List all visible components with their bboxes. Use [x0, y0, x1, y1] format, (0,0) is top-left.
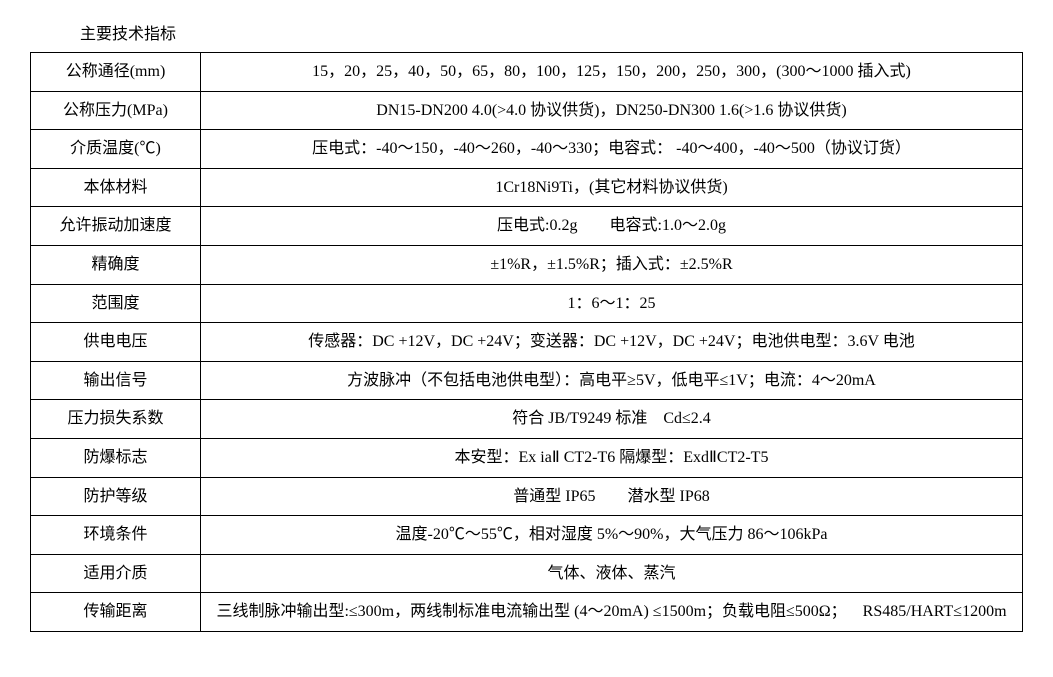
spec-value: 普通型 IP65 潜水型 IP68	[201, 477, 1023, 516]
spec-label: 供电电压	[31, 323, 201, 362]
spec-value: 传感器：DC +12V，DC +24V；变送器：DC +12V，DC +24V；…	[201, 323, 1023, 362]
spec-label: 防爆标志	[31, 438, 201, 477]
table-row: 压力损失系数 符合 JB/T9249 标准 Cd≤2.4	[31, 400, 1023, 439]
spec-label: 精确度	[31, 245, 201, 284]
spec-label: 允许振动加速度	[31, 207, 201, 246]
spec-value: 方波脉冲（不包括电池供电型）：高电平≥5V，低电平≤1V；电流：4～20mA	[201, 361, 1023, 400]
spec-label: 范围度	[31, 284, 201, 323]
spec-label: 公称通径(mm)	[31, 53, 201, 92]
spec-label: 本体材料	[31, 168, 201, 207]
spec-value: 15，20，25，40，50，65，80，100，125，150，200，250…	[201, 53, 1023, 92]
spec-label: 适用介质	[31, 554, 201, 593]
table-row: 传输距离 三线制脉冲输出型:≤300m，两线制标准电流输出型 (4～20mA) …	[31, 593, 1023, 632]
spec-value: DN15-DN200 4.0(>4.0 协议供货)，DN250-DN300 1.…	[201, 91, 1023, 130]
spec-label: 环境条件	[31, 516, 201, 555]
spec-value: 1Cr18Ni9Ti，(其它材料协议供货)	[201, 168, 1023, 207]
table-row: 输出信号 方波脉冲（不包括电池供电型）：高电平≥5V，低电平≤1V；电流：4～2…	[31, 361, 1023, 400]
spec-label: 公称压力(MPa)	[31, 91, 201, 130]
spec-value: ±1%R，±1.5%R；插入式：±2.5%R	[201, 245, 1023, 284]
table-row: 适用介质 气体、液体、蒸汽	[31, 554, 1023, 593]
spec-value: 压电式:0.2g 电容式:1.0～2.0g	[201, 207, 1023, 246]
spec-value: 气体、液体、蒸汽	[201, 554, 1023, 593]
table-row: 范围度 1：6～1：25	[31, 284, 1023, 323]
table-row: 供电电压 传感器：DC +12V，DC +24V；变送器：DC +12V，DC …	[31, 323, 1023, 362]
table-row: 防爆标志 本安型：Ex iaⅡ CT2-T6 隔爆型：ExdⅡCT2-T5	[31, 438, 1023, 477]
table-row: 本体材料 1Cr18Ni9Ti，(其它材料协议供货)	[31, 168, 1023, 207]
table-row: 环境条件 温度-20℃～55℃，相对湿度 5%～90%，大气压力 86～106k…	[31, 516, 1023, 555]
spec-value: 本安型：Ex iaⅡ CT2-T6 隔爆型：ExdⅡCT2-T5	[201, 438, 1023, 477]
table-row: 允许振动加速度 压电式:0.2g 电容式:1.0～2.0g	[31, 207, 1023, 246]
spec-value: 1：6～1：25	[201, 284, 1023, 323]
spec-label: 介质温度(℃)	[31, 130, 201, 169]
table-row: 公称通径(mm) 15，20，25，40，50，65，80，100，125，15…	[31, 53, 1023, 92]
spec-label: 压力损失系数	[31, 400, 201, 439]
table-row: 介质温度(℃) 压电式：-40～150，-40～260，-40～330；电容式：…	[31, 130, 1023, 169]
spec-table: 公称通径(mm) 15，20，25，40，50，65，80，100，125，15…	[30, 52, 1023, 632]
spec-label: 防护等级	[31, 477, 201, 516]
spec-value: 符合 JB/T9249 标准 Cd≤2.4	[201, 400, 1023, 439]
spec-value: 温度-20℃～55℃，相对湿度 5%～90%，大气压力 86～106kPa	[201, 516, 1023, 555]
spec-value: 压电式：-40～150，-40～260，-40～330；电容式： -40～400…	[201, 130, 1023, 169]
table-row: 防护等级 普通型 IP65 潜水型 IP68	[31, 477, 1023, 516]
table-row: 精确度 ±1%R，±1.5%R；插入式：±2.5%R	[31, 245, 1023, 284]
spec-label: 输出信号	[31, 361, 201, 400]
table-row: 公称压力(MPa) DN15-DN200 4.0(>4.0 协议供货)，DN25…	[31, 91, 1023, 130]
spec-value: 三线制脉冲输出型:≤300m，两线制标准电流输出型 (4～20mA) ≤1500…	[201, 593, 1023, 632]
spec-label: 传输距离	[31, 593, 201, 632]
section-title: 主要技术指标	[80, 20, 1023, 44]
